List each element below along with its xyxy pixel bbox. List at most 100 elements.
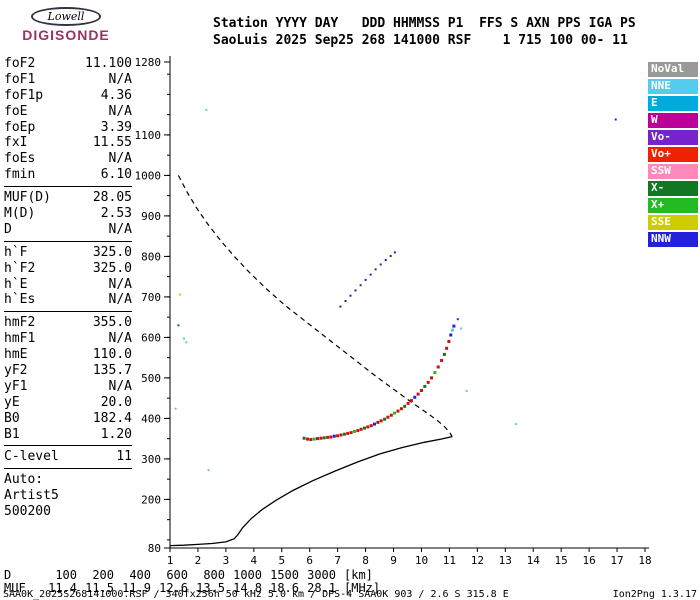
legend-item-nnw: NNW [648, 232, 698, 247]
param-row: C-level 11 [4, 449, 132, 465]
param-value: N/A [108, 331, 132, 347]
bottomside-profile-solid [169, 435, 453, 547]
muf-cell: 400 [129, 568, 151, 582]
logo-digisonde-text: DIGISONDE [22, 27, 110, 43]
svg-text:12: 12 [471, 554, 484, 567]
legend-item-ssw: SSW [648, 164, 698, 179]
svg-text:3: 3 [223, 554, 230, 567]
parameter-panel: foF2 11.100 foF1 N/A foF1p 4.36 foE N/A foEp 3.39… [4, 56, 132, 520]
svg-text:400: 400 [141, 412, 161, 425]
param-value: N/A [108, 151, 132, 167]
param-row: fxI 11.55 [4, 135, 132, 151]
svg-text:2: 2 [195, 554, 202, 567]
param-row: foF1p 4.36 [4, 88, 132, 104]
svg-text:900: 900 [141, 210, 161, 223]
param-label: h`F2 [4, 260, 36, 276]
svg-text:300: 300 [141, 453, 161, 466]
status-program-version: Ion2Png 1.3.17 [612, 589, 697, 600]
muf-cell: 18.6 [270, 581, 299, 595]
param-label: yE [4, 394, 20, 410]
svg-text:700: 700 [141, 291, 161, 304]
legend-item-vo: Vo- [648, 130, 698, 145]
param-value: 11 [116, 449, 132, 465]
param-separator [4, 240, 132, 242]
distance-row: D 100 200 400 600 800 1000 1500 3000 [km] [4, 569, 380, 582]
param-label: foF1p [4, 87, 44, 103]
muf-cell: 11.5 [85, 581, 114, 595]
svg-text:1100: 1100 [135, 129, 162, 142]
param-value: 182.4 [92, 410, 132, 426]
muf-freq-row: MUF 11.4 11.5 11.9 12.6 13.5 14.8 18.6 28.1 [MHz] [4, 582, 380, 595]
param-label: fmin [4, 167, 36, 183]
svg-text:500: 500 [141, 372, 161, 385]
svg-text:15: 15 [555, 554, 568, 567]
header-station-values: SaoLuis 2025 Sep25 268 141000 RSF 1 715 … [213, 33, 628, 48]
svg-text:1280: 1280 [135, 56, 162, 69]
param-row: hmF1 N/A [4, 331, 132, 347]
param-row: D N/A [4, 222, 132, 238]
legend-item-x: X+ [648, 198, 698, 213]
param-value: N/A [108, 221, 132, 237]
param-row: B1 1.20 [4, 427, 132, 443]
svg-text:80: 80 [148, 542, 161, 555]
param-label: foEs [4, 151, 36, 167]
param-row: h`F 325.0 [4, 245, 132, 261]
muf-row-label: D [4, 568, 12, 582]
logo-lowell-text: Lowell [47, 10, 85, 23]
muf-cell: 1000 [233, 568, 262, 582]
param-value: 325.0 [92, 244, 132, 260]
muf-cell: 13.5 [196, 581, 225, 595]
param-value: N/A [108, 276, 132, 292]
status-file-info: SAA0K_2025S268141000.RSF / 340fx256h 50 … [3, 589, 509, 600]
param-value: 6.10 [100, 167, 132, 183]
param-label: C-level [4, 449, 59, 465]
muf-cell: 3000 [307, 568, 336, 582]
svg-text:11: 11 [443, 554, 456, 567]
param-separator [4, 468, 132, 470]
axes [164, 56, 649, 552]
legend-item-sse: SSE [648, 215, 698, 230]
svg-text:6: 6 [306, 554, 313, 567]
muf-cell: 100 [55, 568, 77, 582]
svg-text:1: 1 [167, 554, 174, 567]
legend-item-noval: NoVal [648, 62, 698, 77]
param-separator [4, 186, 132, 188]
f-trace-echoes [302, 324, 456, 441]
param-value: 1.20 [100, 426, 132, 442]
param-label: foF2 [4, 56, 36, 71]
muf-cell: 11.4 [48, 581, 77, 595]
muf-cell: 600 [166, 568, 188, 582]
param-value: 11.100 [85, 56, 132, 71]
param-label: foEp [4, 119, 36, 135]
param-value: 3.39 [100, 119, 132, 135]
param-label: B0 [4, 410, 20, 426]
legend-item-e: E [648, 96, 698, 111]
param-value: 325.0 [92, 260, 132, 276]
muf-row-label: MUF [4, 581, 26, 595]
muf-cell: 11.9 [122, 581, 151, 595]
param-value: 355.0 [92, 315, 132, 331]
param-row: MUF(D) 28.05 [4, 190, 132, 206]
svg-text:9: 9 [390, 554, 397, 567]
second-hop-echoes [339, 251, 396, 308]
param-row: M(D) 2.53 [4, 206, 132, 222]
param-label: h`E [4, 276, 28, 292]
param-row: yF2 135.7 [4, 363, 132, 379]
param-row: h`E N/A [4, 277, 132, 293]
svg-text:7: 7 [334, 554, 341, 567]
param-row: hmF2 355.0 [4, 315, 132, 331]
legend-item-nne: NNE [648, 79, 698, 94]
param-row: foF1 N/A [4, 72, 132, 88]
muf-distance-table: D 100 200 400 600 800 1000 1500 3000 [km] MUF 11.4 1… [4, 569, 380, 595]
svg-text:18: 18 [638, 554, 651, 567]
muf-cell: 12.6 [159, 581, 188, 595]
svg-text:4: 4 [251, 554, 258, 567]
param-label: Artist5 [4, 488, 59, 504]
param-row: B0 182.4 [4, 411, 132, 427]
param-label: 500200 [4, 504, 51, 520]
muf-cell: 800 [203, 568, 225, 582]
svg-text:1000: 1000 [135, 169, 162, 182]
